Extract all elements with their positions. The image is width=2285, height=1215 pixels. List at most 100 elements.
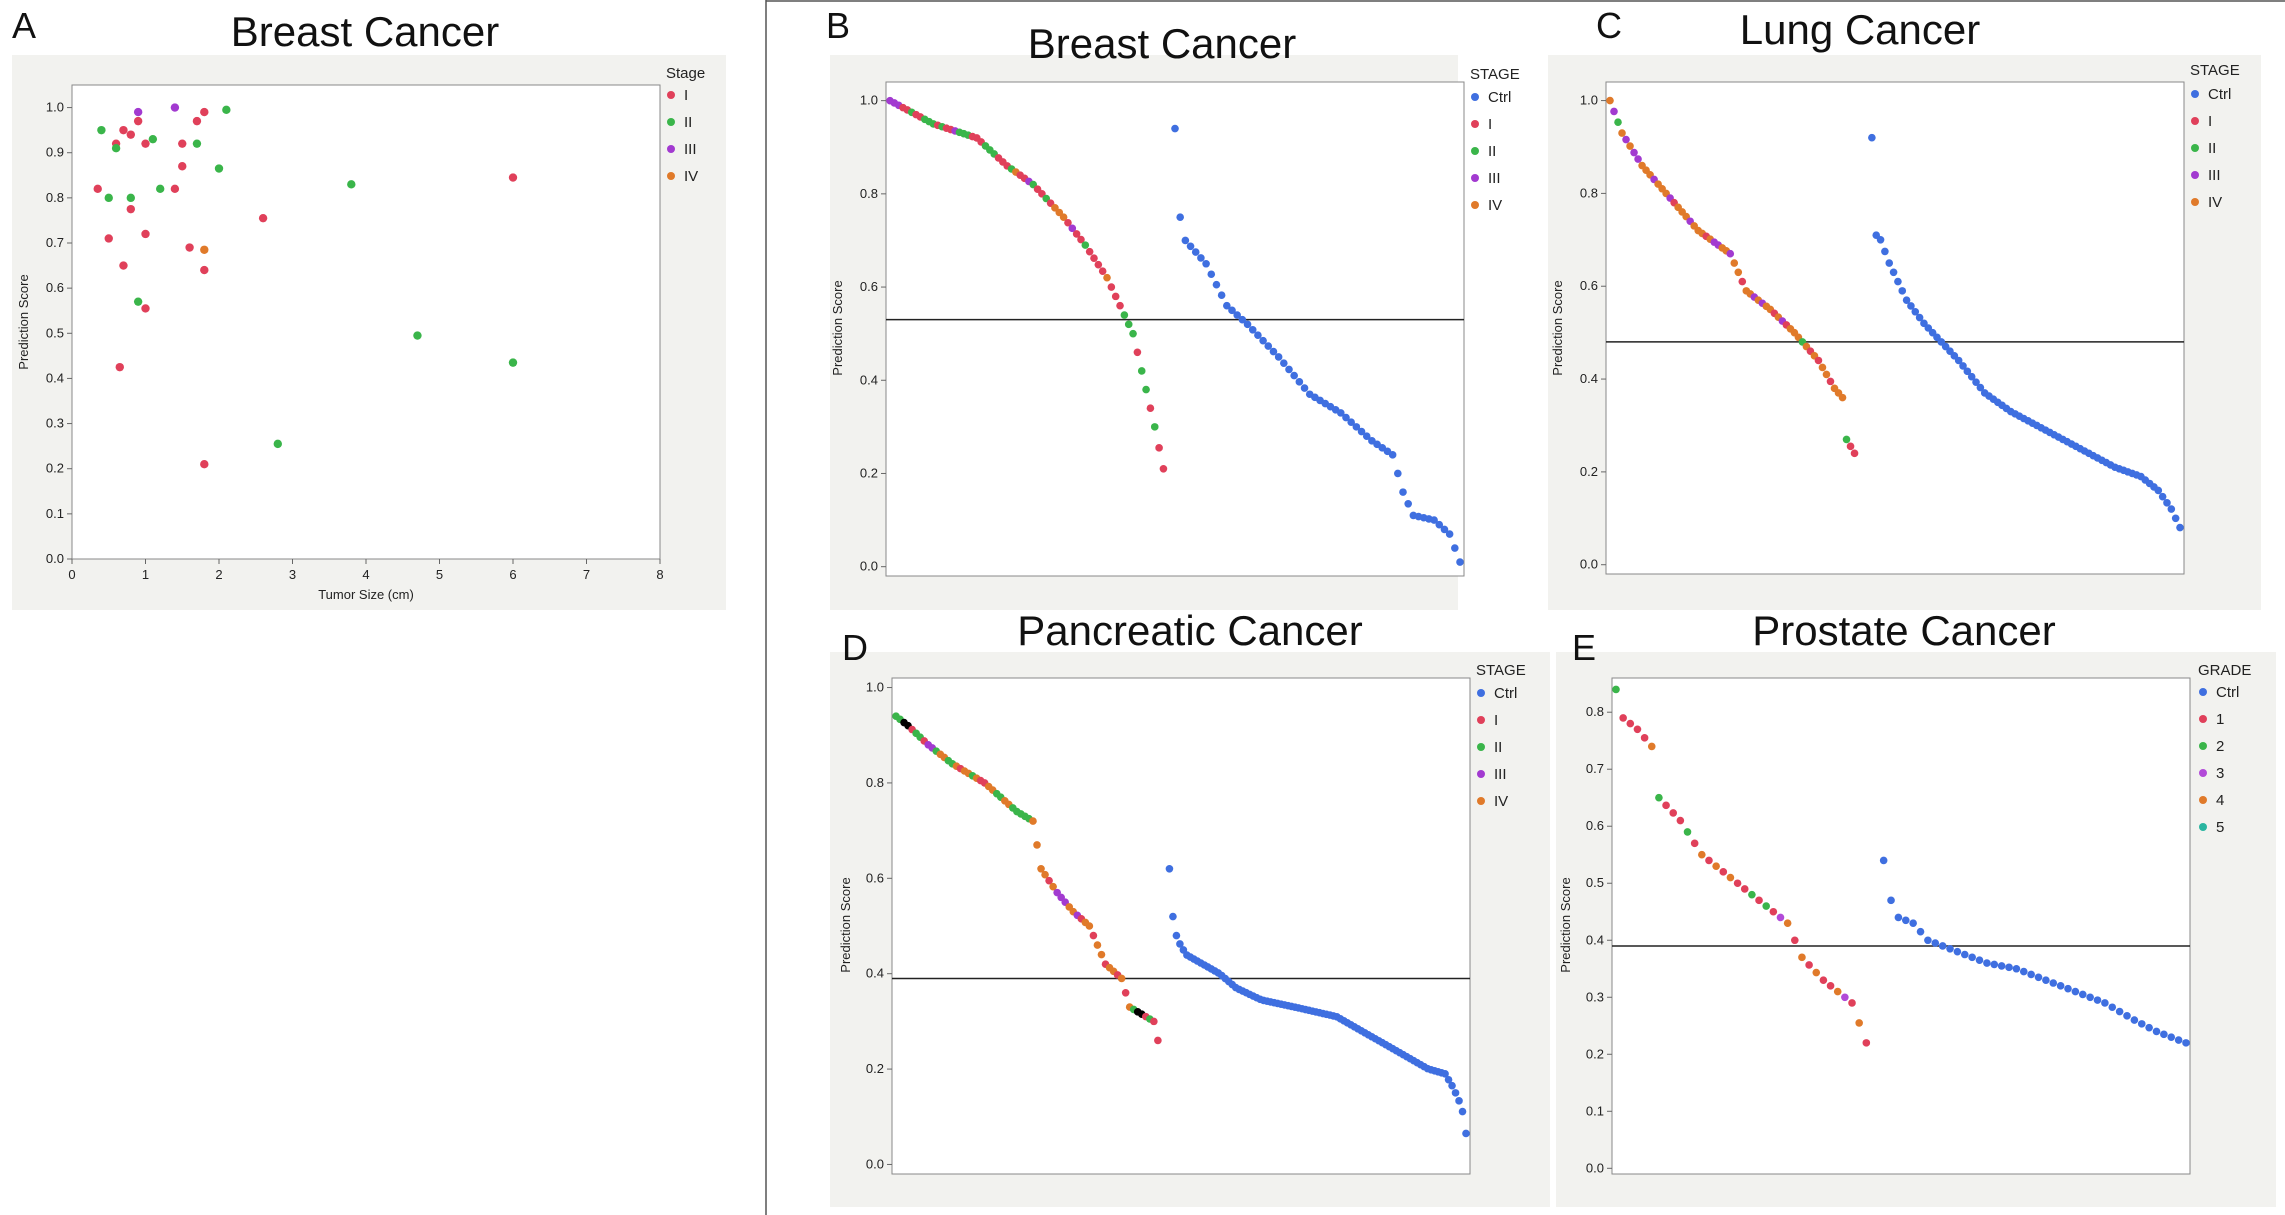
case-data-point [1146, 404, 1155, 413]
case-data-point [1068, 224, 1077, 233]
x-tick-label: 8 [656, 567, 663, 582]
case-data-point [1712, 862, 1720, 870]
data-point [273, 439, 282, 449]
control-data-point [1911, 307, 1920, 316]
control-data-point [1972, 378, 1980, 386]
y-tick-label: 0.7 [46, 235, 64, 250]
case-data-point [1822, 370, 1831, 379]
case-data-point [1107, 283, 1116, 291]
legend-label: IV [1488, 197, 1502, 214]
control-data-point [1458, 1107, 1467, 1116]
data-point [133, 107, 143, 117]
panel-c-plot-area [1605, 81, 2185, 575]
control-data-point [1285, 365, 1293, 374]
control-data-point [1264, 342, 1273, 350]
case-data-point [1812, 968, 1821, 977]
legend-label: 3 [2216, 765, 2224, 782]
control-data-point [2019, 967, 2028, 976]
control-data-point [2182, 1039, 2190, 1047]
case-data-point [1121, 988, 1130, 997]
control-data-point [2034, 973, 2043, 982]
data-point [200, 460, 209, 469]
panel-d-title: Pancreatic Cancer [1017, 607, 1363, 654]
case-data-point [1117, 974, 1126, 983]
control-data-point [2005, 963, 2013, 972]
case-data-point [1855, 1019, 1863, 1027]
case-data-point [1090, 254, 1098, 262]
control-data-point [1243, 320, 1252, 329]
legend-label: I [1494, 712, 1498, 729]
y-tick-label: 0.5 [46, 325, 64, 340]
control-data-point [1915, 313, 1924, 322]
data-point [170, 184, 180, 194]
data-point [93, 184, 102, 194]
y-tick-label: 0.6 [1586, 818, 1604, 833]
panel-d-plot-area [891, 677, 1471, 1175]
case-data-point [1862, 1039, 1871, 1047]
control-data-point [1197, 254, 1205, 262]
case-data-point [1150, 423, 1159, 431]
y-tick-label: 0.1 [46, 506, 64, 521]
control-data-point [1997, 962, 2006, 970]
control-data-point [1347, 418, 1355, 427]
data-point [170, 103, 180, 112]
case-data-point [1850, 449, 1859, 458]
y-tick-label: 0.6 [46, 280, 64, 295]
case-data-point [1064, 218, 1072, 227]
control-data-point [1889, 268, 1898, 277]
case-data-point [1089, 931, 1098, 940]
y-tick-label: 0.6 [866, 870, 884, 885]
case-data-point [1606, 96, 1614, 105]
control-data-point [1960, 950, 1969, 959]
panel-e-letter: E [1572, 627, 1596, 668]
data-point [178, 162, 187, 171]
y-tick-label: 0.1 [1586, 1103, 1604, 1118]
y-tick-label: 0.4 [46, 370, 64, 385]
panel-a-title: Breast Cancer [231, 8, 499, 55]
data-point [126, 204, 135, 214]
x-tick-label: 7 [583, 567, 590, 582]
data-point [104, 193, 113, 203]
legend-marker [2191, 117, 2199, 125]
case-data-point [1085, 922, 1094, 930]
panel-e-title: Prostate Cancer [1752, 607, 2055, 654]
y-tick-label: 0.3 [1586, 989, 1604, 1004]
control-data-point [1388, 451, 1397, 459]
case-data-point [1154, 1036, 1162, 1045]
legend-label: Ctrl [1494, 685, 1517, 702]
x-tick-label: 1 [142, 567, 149, 582]
legend-label: 1 [2216, 711, 2224, 728]
data-point [413, 331, 422, 340]
control-data-point [1881, 247, 1889, 256]
data-point [97, 125, 106, 135]
y-tick-label: 0.4 [1586, 932, 1604, 947]
case-data-point [1755, 896, 1763, 905]
data-point [148, 134, 158, 144]
panel-a-letter: A [12, 5, 36, 46]
legend-marker [2199, 796, 2207, 804]
control-data-point [2123, 1011, 2131, 1020]
control-data-point [1894, 277, 1902, 286]
y-tick-label: 0.2 [1580, 464, 1598, 479]
case-data-point [1059, 213, 1068, 221]
case-data-point [1094, 260, 1103, 269]
control-data-point [1404, 499, 1412, 508]
control-data-point [1451, 544, 1459, 552]
control-data-point [1916, 927, 1925, 936]
control-data-point [1217, 291, 1226, 300]
control-data-point [1898, 287, 1907, 295]
case-data-point [1705, 856, 1713, 865]
case-data-point [1610, 107, 1618, 116]
case-data-point [1730, 259, 1739, 267]
data-point [508, 358, 518, 367]
panel-b-legend-title: STAGE [1470, 66, 1520, 83]
panel-e-plot-area [1611, 677, 2191, 1175]
case-data-point [1155, 444, 1163, 452]
y-tick-label: 0.8 [46, 190, 64, 205]
data-point [508, 173, 518, 182]
panel-d-y-axis-label: Prediction Score [838, 877, 853, 972]
case-data-point [1129, 329, 1137, 338]
y-tick-label: 1.0 [1580, 93, 1598, 108]
case-data-point [1769, 907, 1778, 916]
y-tick-label: 0.0 [866, 1156, 884, 1171]
